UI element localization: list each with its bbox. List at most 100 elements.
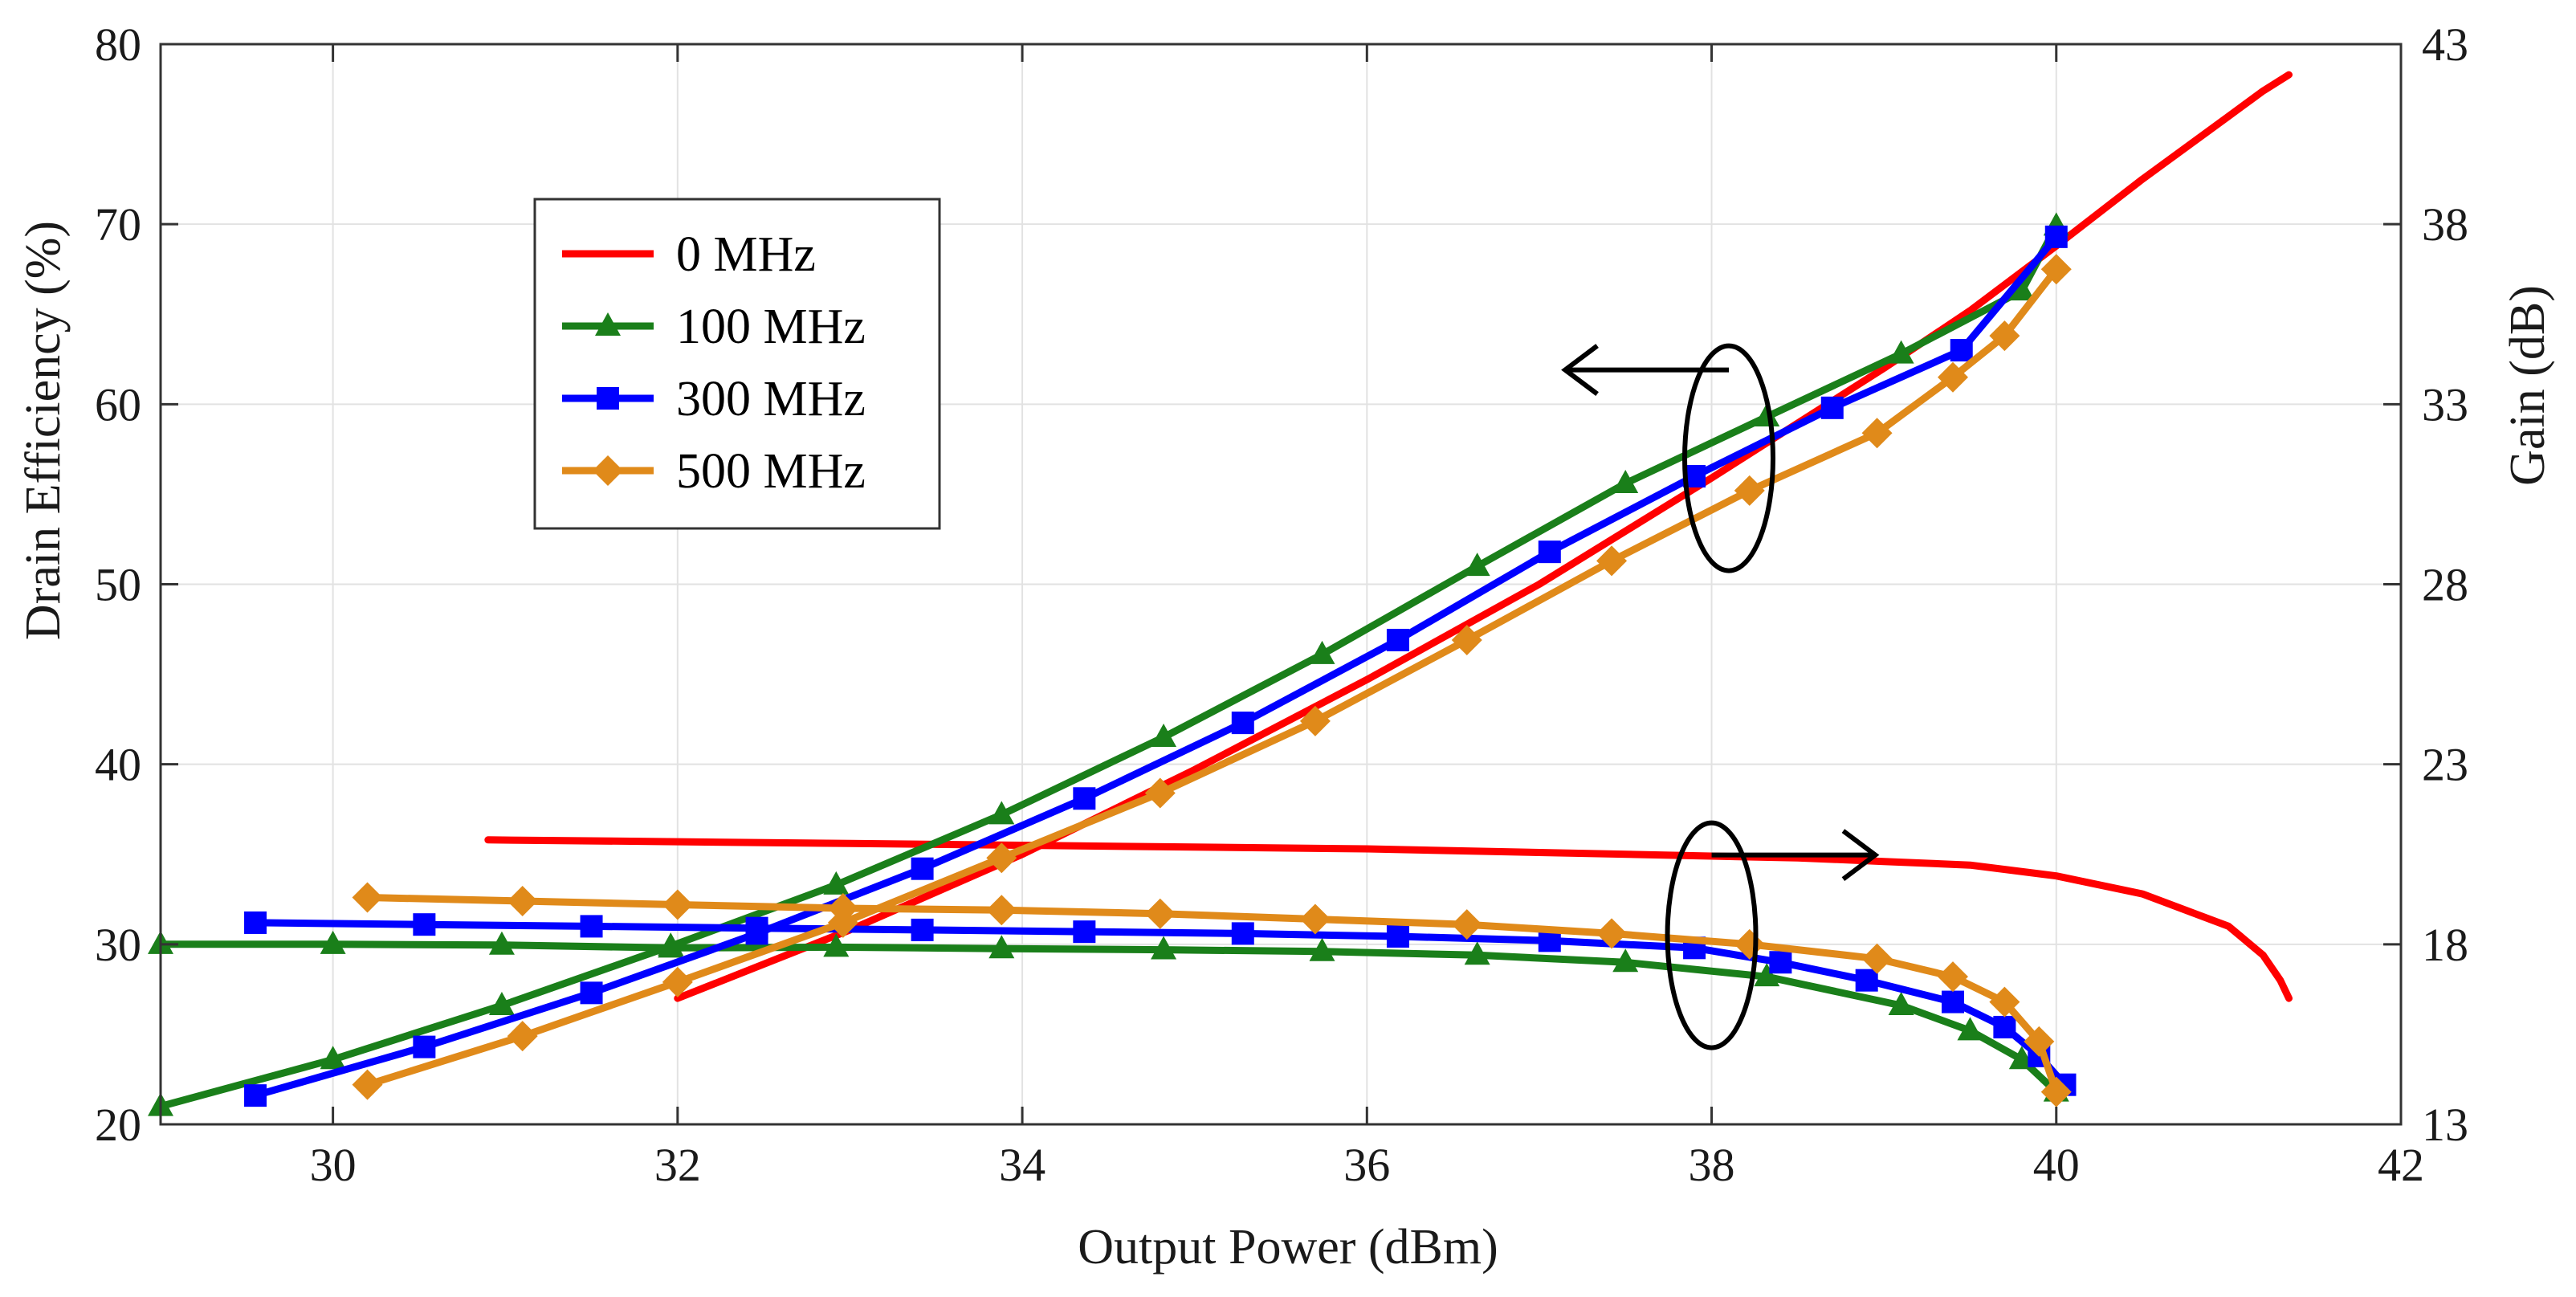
series-line (364, 265, 2060, 1089)
x-tick-label: 34 (999, 1139, 1045, 1191)
gain-group-ellipse (1665, 820, 1759, 1050)
data-point-square (580, 915, 603, 938)
data-point-diamond (352, 1069, 383, 1100)
series-line (251, 919, 2069, 1089)
data-point-square (1820, 396, 1844, 419)
data-point-diamond (507, 1021, 538, 1052)
data-point-square (1386, 628, 1409, 651)
data-point-triangle (488, 931, 515, 955)
data-point-diamond (827, 893, 858, 924)
data-point-triangle (2008, 277, 2035, 301)
legend: 0 MHz 100 MHz 300 MHz 500 MHz (533, 198, 941, 530)
data-point-diamond (1596, 545, 1628, 577)
y-right-axis-title: Gain (dB) (2501, 285, 2555, 486)
data-point-diamond (662, 889, 693, 920)
left-arrow-head-icon (1561, 344, 1599, 396)
data-point-diamond (507, 886, 538, 917)
data-point-square (1231, 712, 1254, 735)
data-point-diamond (986, 895, 1017, 926)
legend-label: 300 MHz (676, 372, 866, 426)
data-point-diamond (1861, 943, 1893, 974)
data-point-triangle (1151, 724, 1177, 748)
data-point-diamond (1861, 418, 1893, 449)
data-point-diamond (1144, 898, 1176, 929)
legend-item-0-mhz: 0 MHz (562, 227, 816, 282)
series-line (157, 222, 2060, 1111)
data-point-square (1538, 540, 1561, 564)
y-left-tick-label: 80 (95, 18, 141, 71)
data-point-triangle (1957, 1017, 1983, 1041)
y-right-tick-label: 28 (2422, 559, 2468, 611)
data-point-diamond (1989, 320, 2020, 352)
data-point-square (1993, 1015, 2016, 1038)
y-left-tick-label: 70 (95, 198, 141, 251)
annotation-layer (1561, 343, 1880, 1050)
data-point-square (1855, 969, 1878, 992)
data-point-triangle (823, 871, 850, 895)
data-point-triangle (1888, 992, 1914, 1016)
x-axis-title: Output Power (dBm) (1078, 1220, 1498, 1275)
data-point-diamond (2024, 1026, 2055, 1057)
y-left-tick-label: 50 (95, 559, 141, 611)
data-point-triangle (488, 992, 515, 1016)
y-right-tick-label: 33 (2422, 378, 2468, 430)
data-point-triangle (823, 933, 850, 957)
y-left-tick-label: 20 (95, 1099, 141, 1151)
data-point-diamond (593, 455, 623, 486)
legend-item-500-mhz: 500 MHz (562, 444, 866, 499)
axis-layer: Output Power (dBm) Drain Efficiency (%) … (16, 18, 2555, 1275)
series-line (484, 836, 2293, 1002)
data-point-diamond (1734, 475, 1765, 506)
data-point-diamond (2040, 1076, 2072, 1107)
data-point-triangle (1612, 948, 1639, 973)
data-point-diamond (1299, 705, 1331, 736)
data-point-diamond (1938, 361, 1968, 393)
y-right-tick-label: 43 (2422, 18, 2468, 71)
data-point-triangle (1464, 553, 1490, 577)
right-arrow-head-icon (1841, 829, 1880, 882)
data-point-square (2044, 225, 2068, 248)
y-left-tick-label: 40 (95, 739, 141, 791)
data-point-diamond (1938, 961, 1968, 993)
data-point-square (1073, 787, 1096, 810)
data-point-diamond (1144, 777, 1176, 809)
data-point-triangle (320, 930, 346, 954)
y-right-tick-label: 23 (2422, 739, 2468, 791)
data-point-triangle (1464, 941, 1490, 965)
x-tick-label: 32 (654, 1139, 701, 1191)
data-point-square (597, 387, 619, 410)
data-point-diamond (662, 966, 693, 997)
data-point-triangle (1888, 340, 1914, 364)
data-point-triangle (1309, 640, 1335, 664)
legend-label: 0 MHz (676, 227, 816, 282)
data-point-triangle (1151, 936, 1177, 960)
x-tick-label: 40 (2033, 1139, 2080, 1191)
y-right-tick-label: 38 (2422, 198, 2468, 251)
data-point-triangle (1309, 937, 1335, 961)
data-point-square (911, 857, 934, 880)
data-point-square (413, 913, 436, 936)
data-point-square (244, 1084, 267, 1107)
data-point-square (1950, 339, 1973, 362)
data-point-diamond (1596, 918, 1628, 949)
data-point-square (1231, 922, 1254, 945)
data-point-triangle (1754, 963, 1780, 987)
data-point-square (1942, 990, 1964, 1014)
data-point-triangle (320, 1046, 346, 1070)
data-point-square (745, 916, 768, 940)
data-point-triangle (988, 801, 1015, 825)
data-point-triangle (658, 934, 684, 958)
x-tick-label: 38 (1689, 1139, 1735, 1191)
legend-item-300-mhz: 300 MHz (562, 372, 866, 426)
data-point-square (580, 981, 603, 1005)
data-point-diamond (352, 882, 383, 913)
data-point-square (911, 918, 934, 941)
data-point-square (244, 911, 267, 934)
series-0-mhz-gain (484, 836, 2293, 1002)
data-point-triangle (595, 312, 621, 336)
legend-item-100-mhz: 100 MHz (562, 300, 866, 354)
efficiency-group-ellipse (1682, 343, 1775, 573)
data-point-square (413, 1035, 436, 1058)
legend-label: 500 MHz (676, 444, 866, 499)
